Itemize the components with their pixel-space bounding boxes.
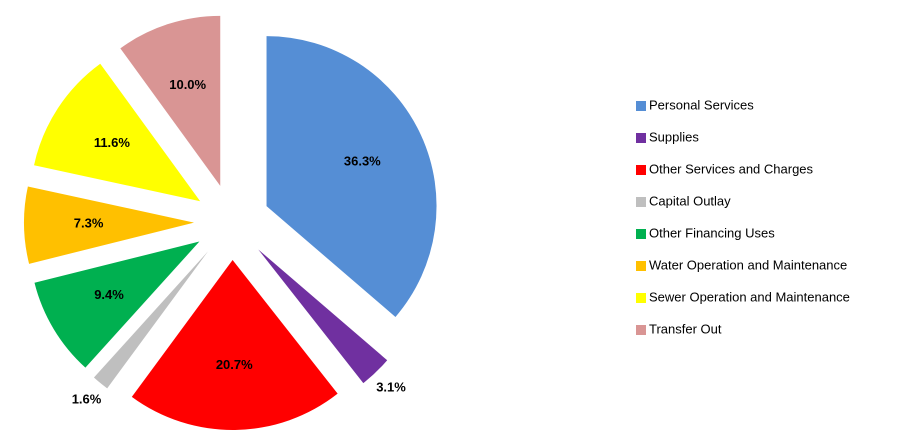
legend-label: Capital Outlay <box>649 193 731 208</box>
pie-slice <box>93 251 208 389</box>
legend-swatch <box>636 133 646 143</box>
legend-label: Other Financing Uses <box>649 225 775 240</box>
pie-slice <box>24 186 195 264</box>
legend-label: Sewer Operation and Maintenance <box>649 289 850 304</box>
legend-swatch <box>636 261 646 271</box>
pie-slice <box>34 241 200 368</box>
pie-slice <box>131 259 338 430</box>
data-label: 3.1% <box>376 380 406 395</box>
data-label: 11.6% <box>94 135 131 150</box>
data-label: 7.3% <box>74 216 104 231</box>
legend-swatch <box>636 101 646 111</box>
legend-swatch <box>636 293 646 303</box>
legend-label: Transfer Out <box>649 321 722 336</box>
legend-swatch <box>636 165 646 175</box>
legend-label: Other Services and Charges <box>649 161 814 176</box>
pie-slice <box>120 15 221 186</box>
legend-swatch <box>636 197 646 207</box>
data-label: 36.3% <box>344 154 381 169</box>
legend-swatch <box>636 229 646 239</box>
pie-slice <box>34 63 201 202</box>
legend-label: Supplies <box>649 129 699 144</box>
legend-label: Personal Services <box>649 97 754 112</box>
legend-label: Water Operation and Maintenance <box>649 257 847 272</box>
data-label: 9.4% <box>94 287 124 302</box>
data-label: 10.0% <box>169 77 206 92</box>
pie-slice <box>258 249 388 384</box>
legend-swatch <box>636 325 646 335</box>
data-label: 20.7% <box>216 357 253 372</box>
pie-slice <box>266 36 437 317</box>
data-label: 1.6% <box>72 392 102 407</box>
